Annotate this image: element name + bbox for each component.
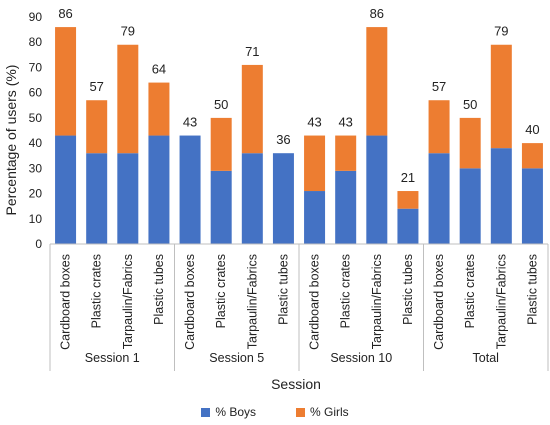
bar-segment-girls [241,64,263,154]
bar-total-label: 57 [432,79,446,94]
x-category-label: Cardboard boxes [183,254,197,350]
bar-segment-boys [117,153,139,244]
x-category-label: Plastic crates [214,254,228,328]
bar-total-label: 50 [214,97,228,112]
bar-segment-boys [366,135,388,244]
bar-total-label: 79 [121,24,135,39]
bar-segment-girls [397,191,419,209]
y-axis: 0 10 20 30 40 50 60 70 80 90 [29,10,43,251]
legend-swatch-boys [201,407,211,417]
x-category-label: Plastic tubes [525,254,539,325]
bar-total-label: 50 [463,97,477,112]
legend-label-girls: % Girls [310,405,349,419]
y-tick-label: 40 [29,136,43,150]
bars: 86 57 79 64 43 50 71 36 43 43 86 21 57 50 79 40 [55,6,543,244]
bar-segment-boys [428,153,450,244]
x-category-label: Plastic tubes [276,254,290,325]
bar-total-label: 21 [401,170,415,185]
bar-total-label: 64 [152,62,166,77]
bar-segment-boys [241,153,263,244]
x-axis: Cardboard boxes Plastic crates Tarpaulin/F… [49,243,549,371]
y-tick-label: 50 [29,111,43,125]
bar-total-label: 36 [276,132,290,147]
x-category-label: Cardboard boxes [308,254,322,350]
bar-segment-girls [335,135,357,171]
x-category-label: Tarpaulin/Fabrics [494,254,508,349]
y-axis-title: Percentage of users (%) [3,65,19,216]
bar-segment-girls [428,100,450,154]
bar-segment-boys [210,170,232,244]
bar-segment-girls [55,27,77,136]
bar-total-label: 43 [183,115,197,130]
y-tick-label: 30 [29,161,43,175]
x-group-label: Session 10 [330,351,392,365]
bar-total-label: 43 [307,115,321,130]
y-tick-label: 80 [29,35,43,49]
bar-segment-boys [397,208,419,244]
bar-segment-boys [272,153,294,244]
bar-segment-girls [521,143,543,169]
y-tick-label: 10 [29,212,43,226]
x-category-label: Cardboard boxes [432,254,446,350]
x-axis-title: Session [271,376,321,392]
x-category-label: Tarpaulin/Fabrics [370,254,384,349]
bar-total-label: 43 [338,115,352,130]
bar-total-label: 40 [525,122,539,137]
y-tick-label: 70 [29,60,43,74]
x-category-label: Tarpaulin/Fabrics [121,254,135,349]
bar-segment-boys [521,168,543,244]
bar-segment-girls [210,117,232,171]
y-tick-label: 0 [35,237,42,251]
bar-segment-boys [55,135,77,244]
x-category-label: Tarpaulin/Fabrics [245,254,259,349]
bar-total-label: 79 [494,24,508,39]
bar-segment-boys [490,148,512,244]
bar-segment-boys [335,170,357,244]
bar-segment-boys [179,135,201,244]
x-group-label: Total [473,351,499,365]
bar-segment-girls [366,27,388,136]
legend-swatch-girls [296,407,305,417]
bar-segment-girls [148,82,170,136]
y-tick-label: 90 [29,10,43,24]
bar-segment-boys [148,135,170,244]
bar-segment-girls [304,135,326,192]
x-category-label: Plastic crates [463,254,477,328]
bar-segment-girls [86,100,108,154]
bar-total-label: 86 [370,6,384,21]
bar-segment-girls [459,117,481,169]
bar-total-label: 86 [58,6,72,21]
y-tick-label: 60 [29,86,43,100]
legend: % Boys % Girls [0,402,550,422]
bar-total-label: 57 [89,79,103,94]
legend-label-boys: % Boys [215,405,256,419]
x-category-label: Plastic crates [90,254,104,328]
x-category-label: Plastic crates [339,254,353,328]
y-tick-label: 20 [29,187,43,201]
bar-segment-girls [490,44,512,149]
x-group-label: Session 1 [85,351,140,365]
x-group-label: Session 5 [209,351,264,365]
bar-segment-girls [117,44,139,154]
x-category-label: Plastic tubes [152,254,166,325]
legend-item-boys: % Boys [201,405,256,419]
legend-item-girls: % Girls [296,405,349,419]
bar-segment-boys [304,191,326,244]
bar-total-label: 71 [245,44,259,59]
x-category-label: Plastic tubes [401,254,415,325]
bar-segment-boys [86,153,108,244]
bar-segment-boys [459,168,481,244]
x-category-label: Cardboard boxes [59,254,73,350]
